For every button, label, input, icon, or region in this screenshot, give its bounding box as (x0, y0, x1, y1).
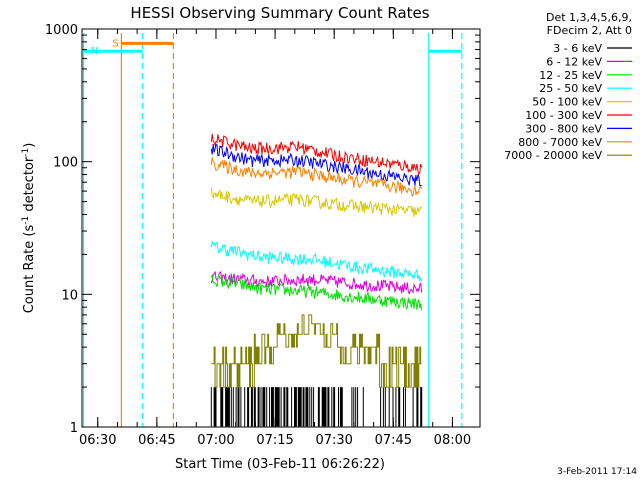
x-tick-label: 07:45 (375, 433, 412, 448)
x-tick-label: 06:45 (138, 433, 175, 448)
series-line (210, 240, 423, 282)
flag-label: N (91, 46, 98, 57)
flag-label: S (112, 38, 118, 49)
legend-entry-label: 7000 - 20000 keV (504, 149, 602, 162)
legend-header: Det 1,3,4,5,6,9, (546, 11, 632, 24)
series-line (210, 387, 423, 427)
legend-entry-label: 3 - 6 keV (553, 42, 602, 55)
x-axis: 06:30 06:45 07:00 07:15 07:30 07:45 08:00 (79, 29, 471, 448)
series-line (210, 187, 423, 218)
x-tick-label: 06:30 (79, 433, 116, 448)
flag-bars: SN (83, 38, 462, 57)
series-line (210, 144, 422, 187)
y-axis-label-sup-2: -1 (21, 148, 31, 157)
legend-entry-label: 800 - 7000 keV (518, 136, 602, 149)
y-tick-label: 10 (61, 288, 78, 303)
series-line (211, 314, 422, 388)
y-axis: 1 10 100 1000 (45, 23, 480, 436)
legend-entry-label: 6 - 12 keV (546, 55, 602, 68)
x-tick-label: 07:15 (256, 433, 293, 448)
plot-frame (81, 28, 481, 428)
y-axis-label: Count Rate (s-1 detector-1) (21, 143, 37, 314)
y-tick-label: 100 (53, 156, 78, 171)
legend-entry-label: 100 - 300 keV (525, 109, 602, 122)
series-group (210, 133, 423, 427)
legend-entry-label: 300 - 800 keV (525, 122, 602, 135)
x-tick-label: 07:00 (197, 433, 234, 448)
y-axis-label-sup-1: -1 (21, 216, 31, 225)
legend-entry-label: 50 - 100 keV (532, 96, 602, 109)
series-line (210, 273, 423, 311)
series-line (210, 133, 423, 176)
legend-entry-label: 12 - 25 keV (539, 69, 602, 82)
legend-header: FDecim 2, Att 0 (547, 24, 632, 37)
chart-title: HESSI Observing Summary Count Rates (130, 4, 429, 22)
legend: Det 1,3,4,5,6,9,FDecim 2, Att 0 3 - 6 keV… (504, 11, 632, 162)
plot-timestamp: 3-Feb-2011 17:14 (557, 467, 637, 477)
x-tick-label: 08:00 (434, 433, 471, 448)
y-tick-label: 1000 (45, 23, 78, 38)
series-line (210, 157, 423, 197)
x-tick-label: 07:30 (315, 433, 352, 448)
y-axis-label-part-1: Count Rate (s (22, 225, 37, 314)
x-axis-label: Start Time (03-Feb-11 06:26:22) (175, 457, 385, 472)
y-axis-label-part-3: ) (22, 143, 37, 148)
time-marker-lines (82, 33, 463, 427)
legend-entry-label: 25 - 50 keV (539, 82, 602, 95)
y-axis-label-part-2: detector (22, 156, 37, 216)
y-tick-label: 1 (70, 421, 78, 436)
